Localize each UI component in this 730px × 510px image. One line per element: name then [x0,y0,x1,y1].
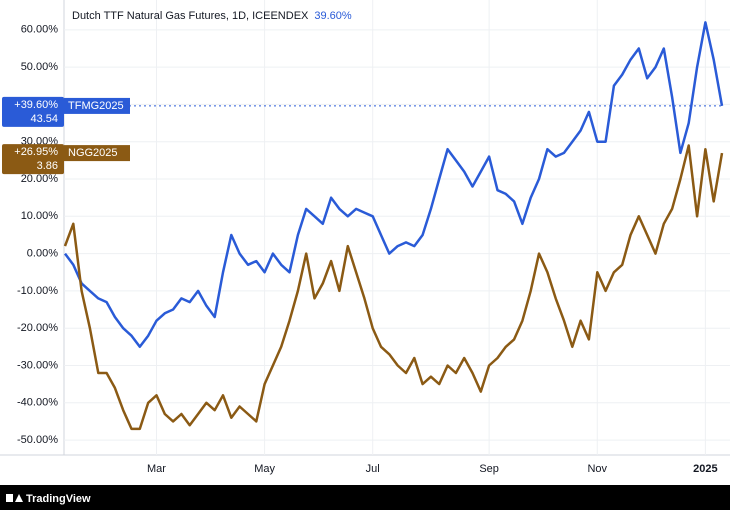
y-tick-label: 20.00% [21,173,59,185]
chart-title: Dutch TTF Natural Gas Futures, 1D, ICEEN… [72,10,352,22]
legend-tag [64,145,130,162]
value-tag [2,96,64,127]
x-tick-label: Sep [479,463,499,475]
y-tick-label: -10.00% [17,285,58,297]
y-tick-label: 60.00% [21,24,59,36]
value-tag-price: 3.86 [37,160,58,172]
series-line [63,144,724,431]
y-tick-label: -50.00% [17,434,58,446]
value-tag [2,144,64,175]
logo [6,494,23,502]
y-tick-label: 10.00% [21,210,59,222]
value-tag-percent: +39.60% [14,99,58,111]
legend-tag [64,97,130,114]
legend-entry: TFMG2025 [68,100,124,112]
footer-brand[interactable]: TradingView [26,493,91,505]
x-tick-label: 2025 [693,463,717,475]
y-tick-label: -20.00% [17,322,58,334]
grid: -50.00% -40.00% -30.00% -20.00% -10.00% 0.00%… [17,0,730,475]
title-value: 39.60% [314,10,352,22]
plot [63,21,724,431]
y-tick-label: -30.00% [17,359,58,371]
x-tick-label: Mar [147,463,166,475]
y-tick-label: 50.00% [21,61,59,73]
x-tick-label: May [254,463,275,475]
y-tick-label: 0.00% [27,248,58,260]
value-tag-percent: +26.95% [14,146,58,158]
y-tick-label: -40.00% [17,397,58,409]
value-tag-price: 43.54 [30,113,58,125]
legend-entry: NGG2025 [68,147,118,159]
footer-bar [0,485,730,510]
x-tick-label: Nov [587,463,607,475]
series-line [63,21,724,349]
x-tick-label: Jul [366,463,380,475]
title-text: Dutch TTF Natural Gas Futures, 1D, ICEEN… [72,10,309,22]
tags: +39.60% 43.54 TFMG2025 +26.95% 3.86 NGG2025 [2,96,722,175]
